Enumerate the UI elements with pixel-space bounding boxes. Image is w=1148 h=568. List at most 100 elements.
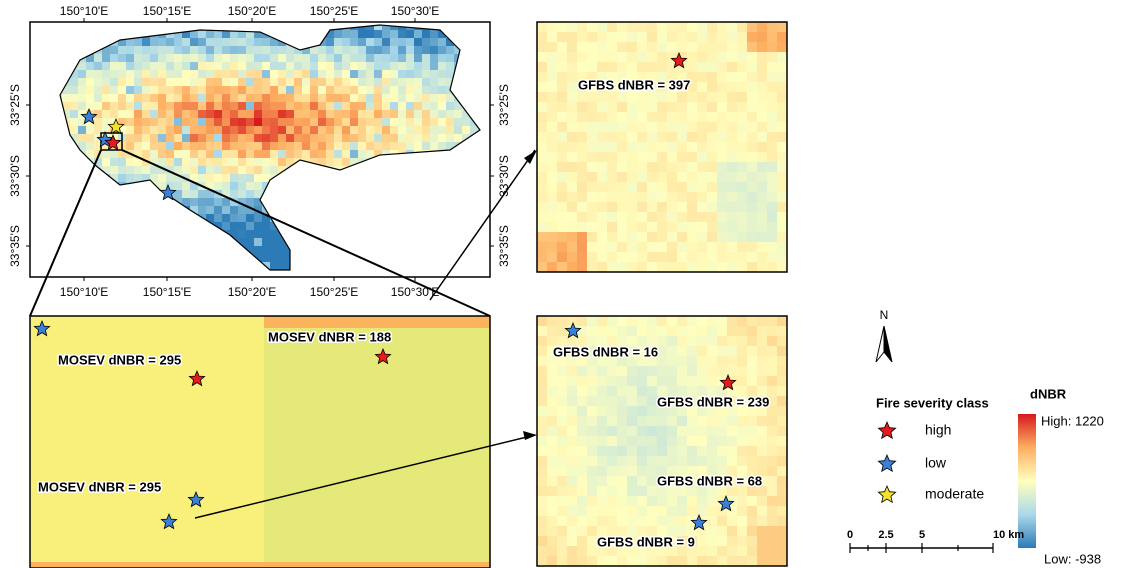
raster-cell	[667, 252, 677, 262]
raster-cell	[398, 174, 406, 182]
raster-cell	[577, 526, 587, 536]
raster-cell	[86, 70, 94, 78]
raster-cell	[757, 546, 767, 556]
raster-cell	[446, 222, 454, 230]
raster-cell	[537, 62, 547, 72]
raster-cell	[326, 78, 334, 86]
raster-cell	[577, 486, 587, 496]
raster-cell	[687, 122, 697, 132]
raster-cell	[262, 22, 270, 30]
raster-cell	[647, 252, 657, 262]
raster-cell	[637, 212, 647, 222]
raster-cell	[777, 526, 787, 536]
raster-cell	[747, 102, 757, 112]
raster-cell	[350, 206, 358, 214]
raster-cell	[657, 202, 667, 212]
raster-cell	[174, 238, 182, 246]
raster-cell	[134, 246, 142, 254]
raster-cell	[238, 110, 246, 118]
raster-cell	[366, 246, 374, 254]
raster-cell	[767, 182, 777, 192]
raster-cell	[567, 182, 577, 192]
raster-cell	[414, 262, 422, 270]
raster-cell	[342, 86, 350, 94]
raster-cell	[406, 214, 414, 222]
raster-cell	[270, 262, 278, 270]
raster-cell	[617, 252, 627, 262]
raster-cell	[70, 166, 78, 174]
raster-cell	[94, 246, 102, 254]
raster-cell	[446, 22, 454, 30]
raster-cell	[398, 262, 406, 270]
raster-cell	[767, 326, 777, 336]
raster-cell	[577, 556, 587, 566]
raster-cell	[617, 326, 627, 336]
raster-cell	[94, 78, 102, 86]
raster-cell	[30, 262, 38, 270]
raster-cell	[134, 198, 142, 206]
raster-cell	[647, 376, 657, 386]
raster-cell	[318, 254, 326, 262]
raster-cell	[54, 22, 62, 30]
raster-cell	[470, 94, 478, 102]
raster-cell	[214, 134, 222, 142]
north-label: N	[880, 308, 889, 322]
raster-cell	[657, 252, 667, 262]
raster-cell	[214, 86, 222, 94]
raster-cell	[214, 126, 222, 134]
raster-cell	[537, 22, 547, 32]
raster-cell	[438, 78, 446, 86]
raster-cell	[587, 456, 597, 466]
raster-cell	[398, 166, 406, 174]
raster-cell	[607, 242, 617, 252]
raster-cell	[38, 158, 46, 166]
raster-cell	[627, 192, 637, 202]
raster-cell	[478, 230, 486, 238]
raster-cell	[262, 86, 270, 94]
raster-cell	[390, 118, 398, 126]
raster-cell	[374, 118, 382, 126]
raster-cell	[334, 190, 342, 198]
raster-cell	[697, 32, 707, 42]
raster-cell	[697, 436, 707, 446]
raster-cell	[134, 94, 142, 102]
raster-cell	[707, 212, 717, 222]
raster-cell	[617, 486, 627, 496]
raster-cell	[302, 62, 310, 70]
raster-cell	[190, 198, 198, 206]
raster-cell	[38, 206, 46, 214]
raster-cell	[687, 102, 697, 112]
raster-cell	[577, 112, 587, 122]
raster-cell	[414, 38, 422, 46]
raster-cell	[677, 152, 687, 162]
raster-cell	[557, 416, 567, 426]
raster-cell	[350, 166, 358, 174]
raster-cell	[358, 262, 366, 270]
raster-cell	[438, 62, 446, 70]
raster-cell	[390, 142, 398, 150]
raster-cell	[707, 446, 717, 456]
raster-cell	[126, 206, 134, 214]
raster-cell	[102, 158, 110, 166]
raster-cell	[637, 466, 647, 476]
raster-cell	[667, 172, 677, 182]
raster-cell	[398, 198, 406, 206]
raster-cell	[238, 86, 246, 94]
raster-cell	[230, 70, 238, 78]
raster-cell	[637, 486, 647, 496]
raster-cell	[126, 254, 134, 262]
raster-cell	[462, 158, 470, 166]
raster-cell	[567, 496, 577, 506]
raster-cell	[102, 262, 110, 270]
raster-cell	[166, 150, 174, 158]
raster-cell	[342, 46, 350, 54]
raster-cell	[134, 86, 142, 94]
raster-cell	[627, 62, 637, 72]
raster-cell	[374, 182, 382, 190]
raster-cell	[727, 62, 737, 72]
raster-cell	[677, 162, 687, 172]
raster-cell	[230, 158, 238, 166]
raster-cell	[717, 182, 727, 192]
raster-cell	[222, 214, 230, 222]
raster-cell	[567, 72, 577, 82]
